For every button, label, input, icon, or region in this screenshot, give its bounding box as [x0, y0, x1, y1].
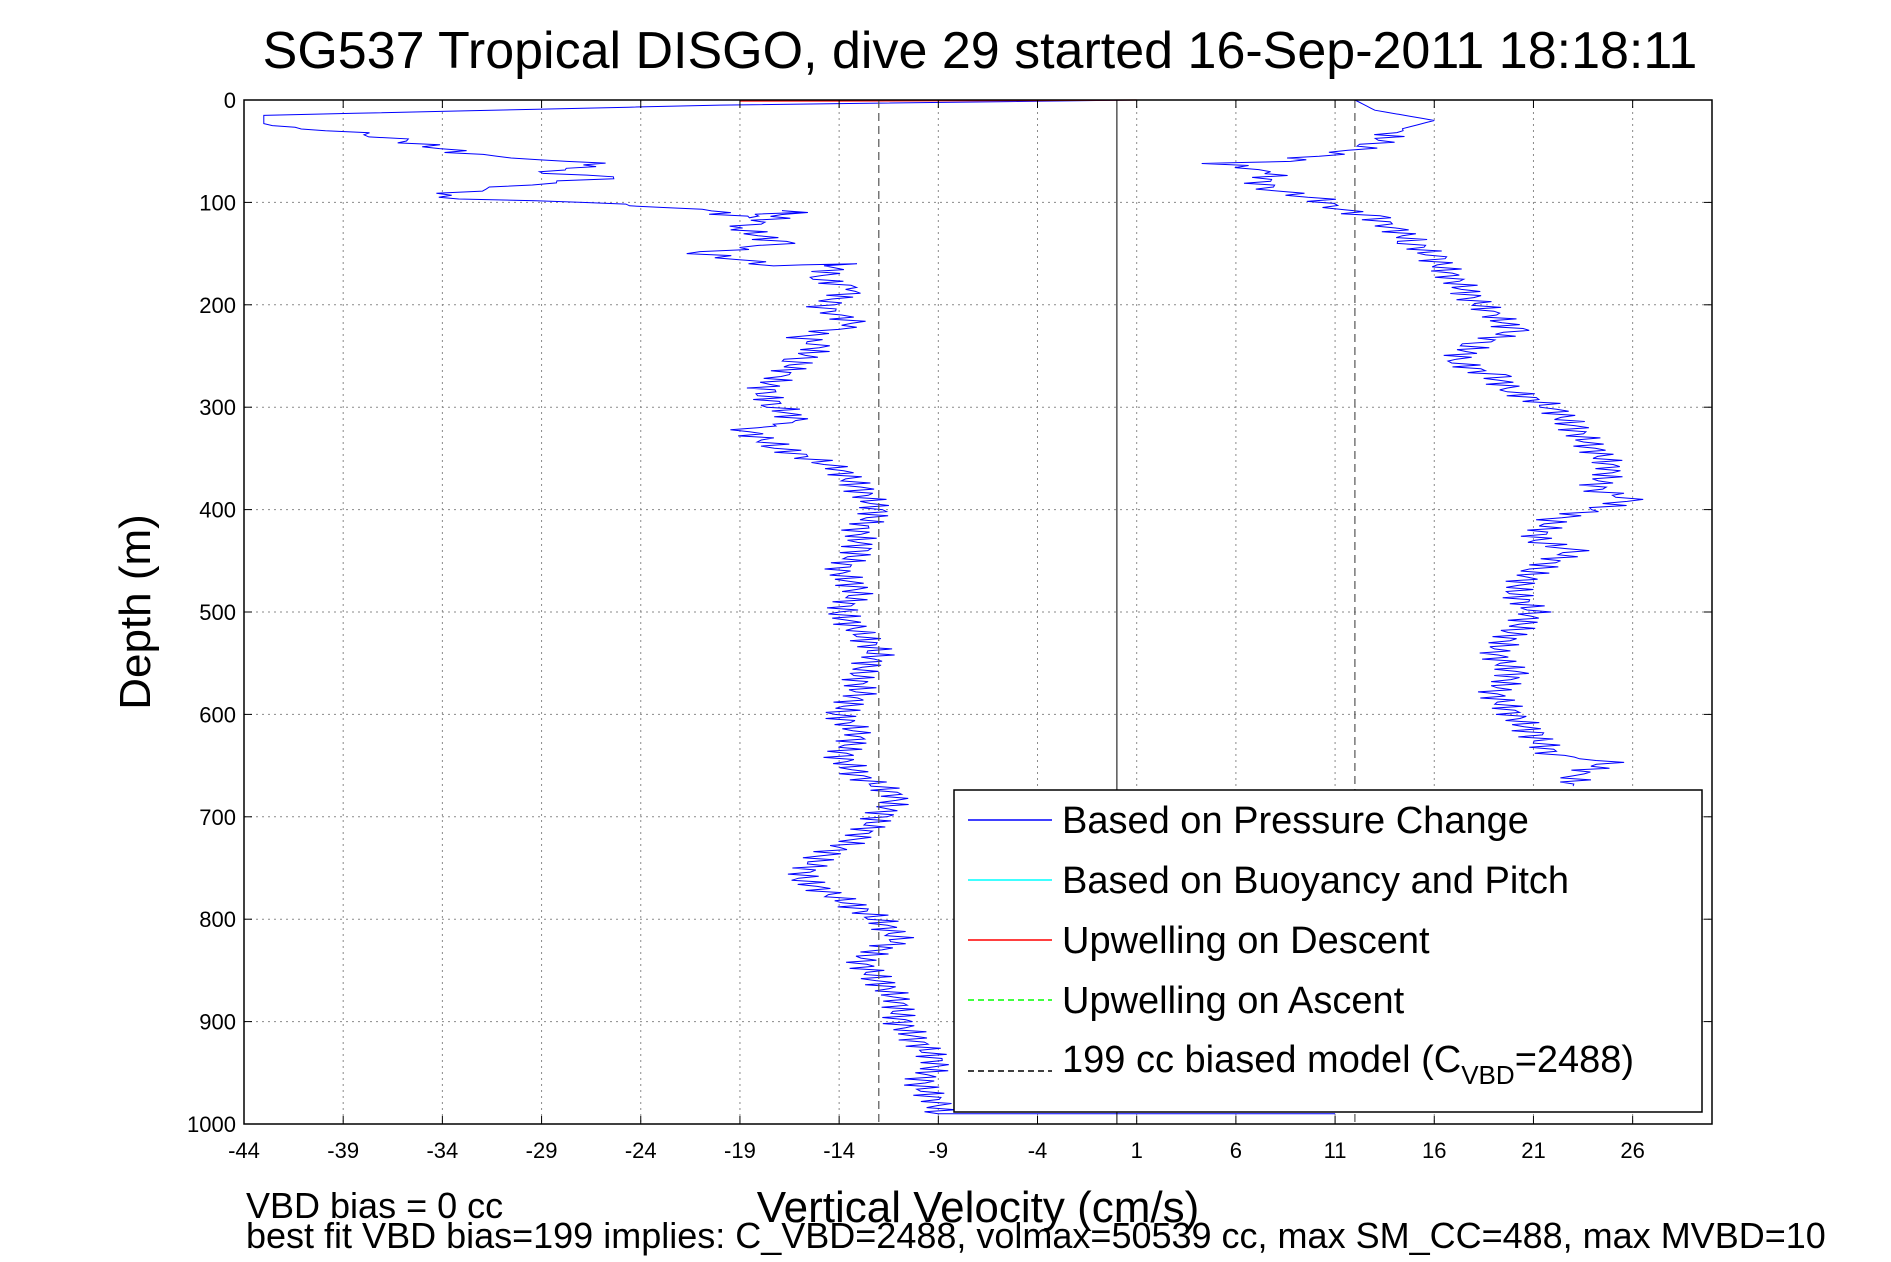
- vbd-bias-annotation: VBD bias = 0 cc: [246, 1185, 503, 1226]
- legend: Based on Pressure Change Based on Buoyan…: [953, 789, 1703, 1113]
- y-axis-label: Depth (m): [111, 514, 160, 710]
- x-tick-label: -19: [724, 1138, 756, 1163]
- chart-title: SG537 Tropical DISGO, dive 29 started 16…: [263, 22, 1698, 80]
- x-tick-label: 26: [1620, 1138, 1644, 1163]
- x-tick-label: -24: [625, 1138, 657, 1163]
- y-tick-label: 400: [199, 498, 236, 523]
- y-tick-label: 0: [224, 88, 236, 113]
- y-tick-label: 200: [199, 293, 236, 318]
- y-tick-label: 300: [199, 395, 236, 420]
- legend-box: [953, 789, 1703, 1113]
- x-tick-label: -44: [228, 1138, 260, 1163]
- x-tick-label: -9: [929, 1138, 949, 1163]
- x-tick-label: 21: [1521, 1138, 1545, 1163]
- x-tick-label: 6: [1230, 1138, 1242, 1163]
- legend-label-upwelling-descent: Upwelling on Descent: [1062, 920, 1430, 962]
- y-tick-label: 900: [199, 1010, 236, 1035]
- legend-label-buoyancy: Based on Buoyancy and Pitch: [1062, 860, 1569, 902]
- x-tick-label: 16: [1422, 1138, 1446, 1163]
- legend-label-pressure: Based on Pressure Change: [1062, 800, 1529, 842]
- legend-model-suffix: =2488): [1515, 1039, 1634, 1081]
- x-tick-label: -34: [426, 1138, 458, 1163]
- series-line-1: [1201, 99, 1644, 787]
- x-axis-label: Vertical Velocity (cm/s): [757, 1183, 1200, 1232]
- x-tick-label: -29: [526, 1138, 558, 1163]
- y-tick-label: 700: [199, 805, 236, 830]
- x-tick-label: 1: [1131, 1138, 1143, 1163]
- y-tick-label: 100: [199, 190, 236, 215]
- x-tick-label: -14: [823, 1138, 855, 1163]
- y-ticks: 0 100 200 300 400 500 600 700 800 900 1000: [187, 88, 1712, 1137]
- series-line-0: [263, 99, 1336, 1115]
- y-tick-label: 1000: [187, 1112, 236, 1137]
- best-fit-annotation: best fit VBD bias=199 implies: C_VBD=248…: [246, 1215, 1826, 1256]
- x-tick-label: -4: [1028, 1138, 1048, 1163]
- legend-label-model: 199 cc biased model (CVBD=2488): [1062, 1039, 1634, 1090]
- y-tick-label: 800: [199, 907, 236, 932]
- y-tick-label: 600: [199, 702, 236, 727]
- x-tick-label: 11: [1324, 1138, 1347, 1163]
- legend-label-upwelling-ascent: Upwelling on Ascent: [1062, 980, 1405, 1022]
- y-tick-label: 500: [199, 600, 236, 625]
- x-tick-label: -39: [327, 1138, 359, 1163]
- legend-model-prefix: 199 cc biased model (C: [1062, 1039, 1461, 1081]
- legend-model-subscript: VBD: [1461, 1060, 1514, 1090]
- x-ticks: -44 -39 -34 -29 -24 -19 -14 -9 -4 1 6 11 16 21 26: [228, 100, 1645, 1163]
